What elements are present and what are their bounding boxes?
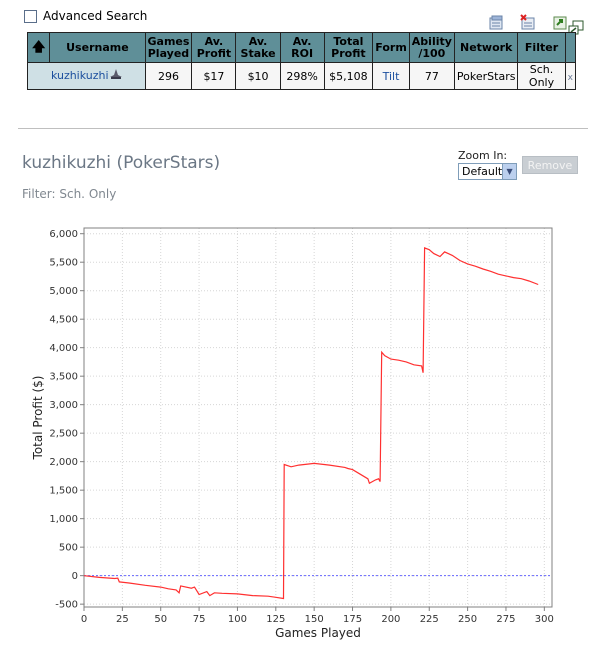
pokerstars-network-icon <box>109 69 122 83</box>
y-tick-label: 500 <box>59 543 78 554</box>
x-tick-label: 25 <box>116 614 129 625</box>
players-table: 🡅 Username Games Played Av. Profit Av. S… <box>26 32 577 90</box>
plot-border <box>83 227 553 608</box>
y-tick-label: 5,500 <box>49 258 78 269</box>
sort-up-arrow-icon[interactable]: 🡅 <box>31 39 46 55</box>
y-tick-label: 4,000 <box>49 343 78 354</box>
y-tick-label: 6,000 <box>49 229 78 240</box>
column-header-games-played[interactable]: Games Played <box>144 32 193 63</box>
delete-list-icon[interactable] <box>520 14 536 30</box>
plot-area <box>84 228 552 607</box>
y-tick-label: -500 <box>55 600 78 611</box>
y-tick-label: 2,000 <box>49 457 78 468</box>
cell-close: x <box>564 62 577 90</box>
x-tick-label: 175 <box>343 614 362 625</box>
popout-icon[interactable] <box>568 20 584 36</box>
column-header-username[interactable]: Username <box>49 32 146 63</box>
cell-filter: Sch. Only <box>517 62 566 90</box>
add-to-list-icon[interactable] <box>488 14 504 30</box>
zoom-select[interactable]: Default ▼ <box>458 163 517 180</box>
advanced-search-label: Advanced Search <box>43 9 148 23</box>
y-tick-label: 3,500 <box>49 372 78 383</box>
table-row: kuzhikuzhi 296 $17 $10 298% $5,108 Tilt … <box>27 62 577 90</box>
cell-games-played: 296 <box>144 62 193 90</box>
y-tick-label: 4,500 <box>49 315 78 326</box>
x-tick-label: 0 <box>81 614 87 625</box>
cell-av-roi: 298% <box>279 62 325 90</box>
y-tick-label: 0 <box>72 571 78 582</box>
x-tick-label: 250 <box>458 614 477 625</box>
chevron-down-icon[interactable]: ▼ <box>502 164 516 179</box>
x-tick-label: 150 <box>305 614 324 625</box>
column-header-total-profit[interactable]: Total Profit <box>323 32 374 63</box>
toolbar <box>488 14 588 36</box>
column-header-filter[interactable]: Filter <box>517 32 566 63</box>
export-icon[interactable] <box>552 14 568 30</box>
x-tick-label: 125 <box>266 614 285 625</box>
column-header-av-stake[interactable]: Av. Stake <box>235 32 281 63</box>
remove-row-close-icon[interactable]: x <box>567 72 573 83</box>
x-tick-label: 300 <box>535 614 554 625</box>
y-tick-label: 1,500 <box>49 486 78 497</box>
sort-column-header[interactable]: 🡅 <box>26 32 51 63</box>
advanced-search-checkbox[interactable] <box>24 9 37 23</box>
x-tick-label: 100 <box>228 614 247 625</box>
y-tick-label: 5,000 <box>49 286 78 297</box>
remove-button[interactable]: Remove <box>522 156 578 174</box>
profit-series-line <box>83 247 539 600</box>
y-tick-label: 1,000 <box>49 514 78 525</box>
x-axis-label: Games Played <box>275 626 361 640</box>
cell-total-profit: $5,108 <box>323 62 374 90</box>
column-header-av-roi[interactable]: Av. ROI <box>279 32 325 63</box>
cell-ability: 77 <box>408 62 455 90</box>
username-link[interactable]: kuzhikuzhi <box>50 69 109 82</box>
cell-username: kuzhikuzhi <box>27 62 146 90</box>
page-title: kuzhikuzhi (PokerStars) <box>22 153 221 173</box>
cell-av-profit: $17 <box>191 62 237 90</box>
cell-form: Tilt <box>372 62 410 90</box>
zoom-label: Zoom In: <box>458 149 508 162</box>
y-tick-label: 2,500 <box>49 429 78 440</box>
zoom-selected-value: Default <box>462 165 503 178</box>
column-header-form[interactable]: Form <box>372 32 410 63</box>
table-header-row: 🡅 Username Games Played Av. Profit Av. S… <box>26 32 577 63</box>
x-tick-label: 50 <box>154 614 167 625</box>
form-link[interactable]: Tilt <box>382 69 400 83</box>
filter-label: Filter: Sch. Only <box>22 187 117 201</box>
y-tick-label: 3,000 <box>49 400 78 411</box>
column-header-av-profit[interactable]: Av. Profit <box>191 32 237 63</box>
x-tick-label: 200 <box>381 614 400 625</box>
x-tick-label: 75 <box>193 614 206 625</box>
advanced-search[interactable]: Advanced Search <box>24 8 147 24</box>
y-axis-label: Total Profit ($) <box>31 376 45 461</box>
cell-network: PokerStars <box>453 62 519 90</box>
x-tick-label: 275 <box>496 614 515 625</box>
section-divider <box>18 128 588 129</box>
cell-av-stake: $10 <box>235 62 281 90</box>
column-header-ability[interactable]: Ability /100 <box>408 32 455 63</box>
column-header-network[interactable]: Network <box>453 32 519 63</box>
x-tick-label: 225 <box>420 614 439 625</box>
